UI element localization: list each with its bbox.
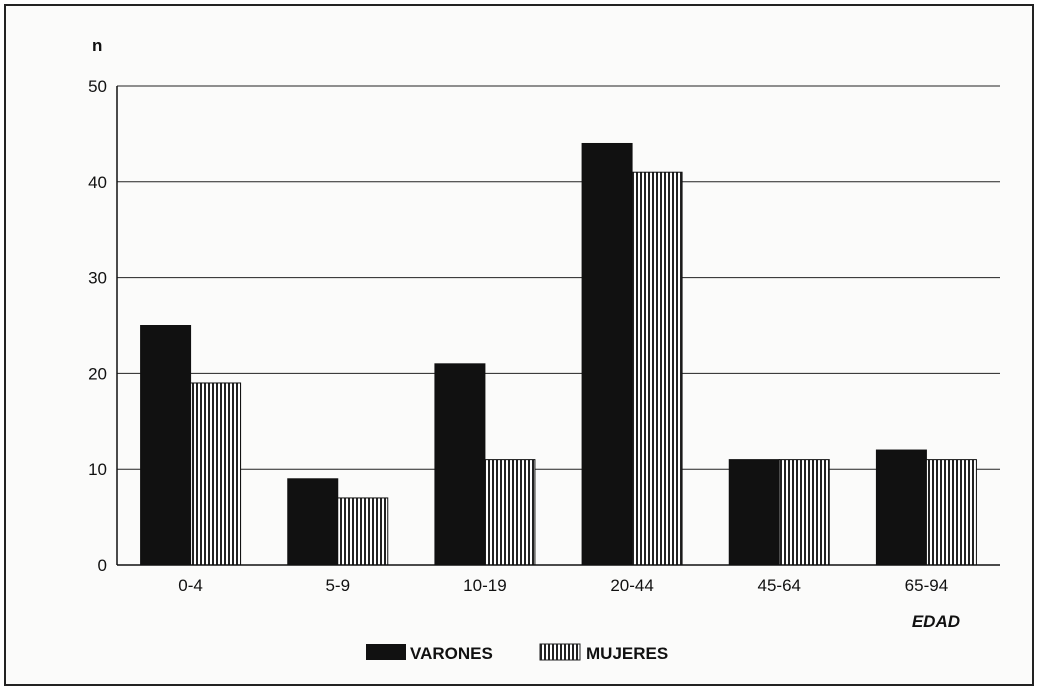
- legend: VARONES MUJERES: [366, 643, 668, 663]
- bar-varones-10-19: [434, 363, 486, 566]
- y-tick-label: 0: [98, 556, 107, 575]
- x-tick-label: 20-44: [610, 576, 653, 595]
- bars: [140, 142, 977, 566]
- y-axis-label: n: [92, 36, 102, 55]
- y-tick-label: 50: [88, 77, 107, 96]
- bar-mujeres-0-4: [190, 382, 242, 566]
- x-tick-label: 5-9: [325, 576, 350, 595]
- legend-label-varones: VARONES: [410, 644, 493, 663]
- bar-mujeres-10-19: [484, 459, 536, 566]
- x-tick-label: 0-4: [178, 576, 203, 595]
- y-tick-label: 40: [88, 173, 107, 192]
- bar-mujeres-5-9: [337, 497, 389, 566]
- y-tick-label: 20: [88, 364, 107, 383]
- y-tick-label: 10: [88, 460, 107, 479]
- x-tick-label: 10-19: [463, 576, 506, 595]
- bar-mujeres-45-64: [778, 459, 830, 566]
- x-axis-label: EDAD: [912, 612, 960, 631]
- y-tick-label: 30: [88, 269, 107, 288]
- bar-mujeres-20-44: [631, 171, 683, 566]
- legend-label-mujeres: MUJERES: [586, 644, 668, 663]
- axes: n EDAD 0 10 20 30 40 50 0-4 5-9 10-19 20-44 45-64 6…: [88, 36, 1000, 631]
- bar-mujeres-65-94: [925, 459, 977, 566]
- bar-varones-65-94: [875, 449, 927, 566]
- x-tick-label: 65-94: [905, 576, 948, 595]
- bar-varones-5-9: [287, 478, 339, 566]
- gridlines: [117, 85, 1000, 470]
- bar-varones-0-4: [140, 325, 192, 566]
- bar-varones-45-64: [728, 459, 780, 566]
- legend-swatch-mujeres: [539, 643, 581, 661]
- bar-varones-20-44: [581, 142, 633, 566]
- legend-swatch-varones: [366, 644, 406, 660]
- x-tick-label: 45-64: [758, 576, 801, 595]
